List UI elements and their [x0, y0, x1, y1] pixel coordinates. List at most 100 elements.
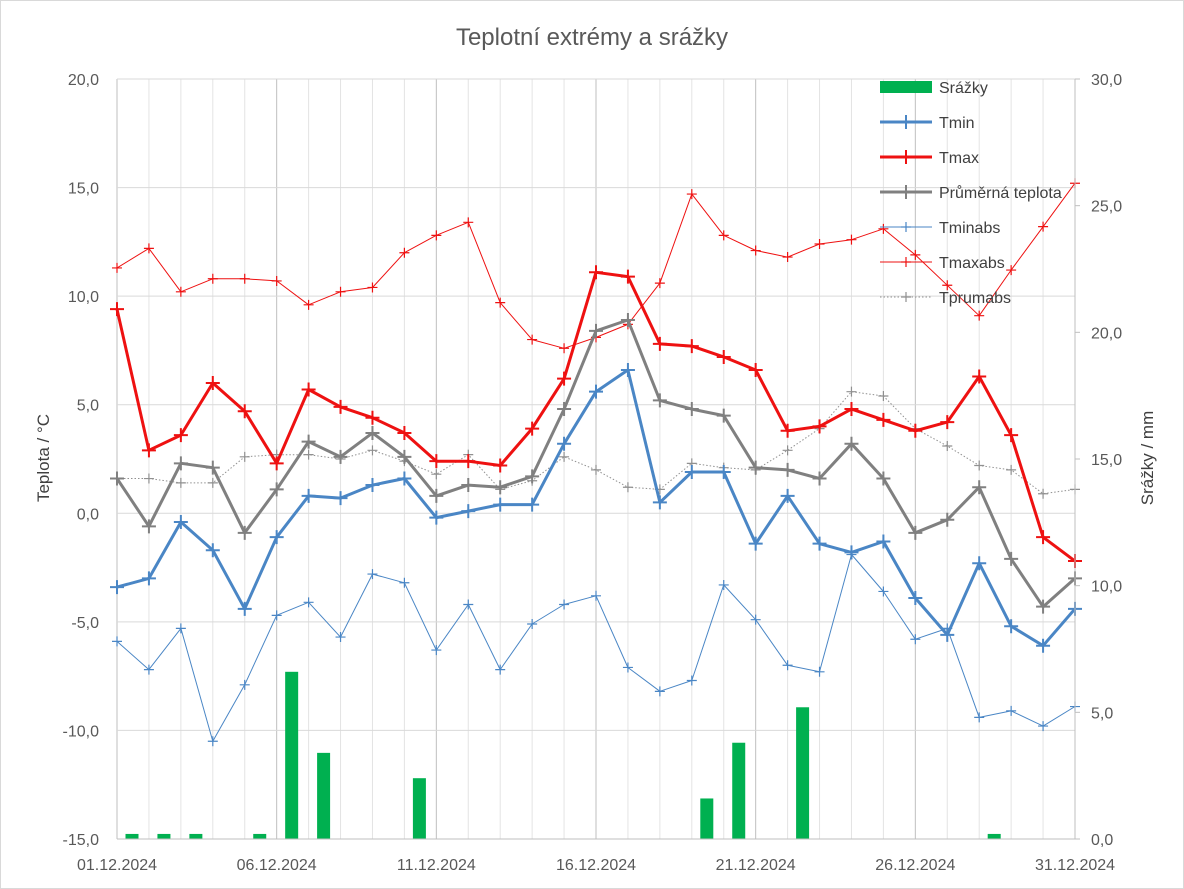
- data-point-marker: [207, 477, 218, 488]
- data-point-marker: [269, 482, 284, 497]
- data-point-marker: [431, 469, 442, 480]
- data-point-marker: [493, 458, 508, 473]
- x-tick-label: 16.12.2024: [556, 857, 636, 874]
- data-point-marker: [1038, 221, 1049, 232]
- data-point-marker: [239, 679, 250, 690]
- data-point-marker: [814, 666, 825, 677]
- data-point-marker: [748, 362, 763, 377]
- data-point-marker: [461, 454, 476, 469]
- data-point-marker: [972, 556, 987, 571]
- data-point-marker: [718, 579, 729, 590]
- data-point-marker: [844, 402, 859, 417]
- data-point-marker: [429, 510, 444, 525]
- data-point-marker: [333, 399, 348, 414]
- data-point-marker: [1006, 705, 1017, 716]
- data-point-marker: [910, 249, 921, 260]
- y2-tick-label: 15,0: [1091, 452, 1122, 469]
- data-point-marker: [239, 451, 250, 462]
- series-pr-m-rn-teplota: [110, 313, 1082, 614]
- data-point-marker: [910, 634, 921, 645]
- precipitation-bars: [125, 671, 1001, 839]
- precipitation-bar: [125, 833, 139, 839]
- data-point-marker: [716, 465, 731, 480]
- data-point-marker: [365, 478, 380, 493]
- data-point-marker: [716, 349, 731, 364]
- data-point-marker: [239, 273, 250, 284]
- data-point-marker: [846, 234, 857, 245]
- data-point-marker: [205, 543, 220, 558]
- data-point-marker: [942, 440, 953, 451]
- data-point-marker: [1006, 464, 1017, 475]
- data-point-marker: [365, 410, 380, 425]
- axes: -15,0 -10,0 -5,0 0,0 5,0 10,0 15,0 20,0 0,0 5,0 10…: [63, 72, 1123, 874]
- precipitation-bar: [285, 671, 299, 839]
- y-tick-label: 10,0: [68, 289, 99, 306]
- legend: Srážky Tmin Tmax Průměrná teplota Tminabs Tma…: [880, 80, 1062, 307]
- data-point-marker: [110, 302, 124, 317]
- series-tminabs: [112, 549, 1080, 747]
- data-point-marker: [652, 393, 667, 408]
- data-point-marker: [589, 265, 603, 280]
- data-point-marker: [908, 590, 923, 605]
- x-tick-label: 01.12.2024: [77, 857, 157, 874]
- data-point-marker: [620, 269, 635, 284]
- y-tick-label: 15,0: [68, 181, 99, 198]
- data-point-marker: [844, 545, 859, 560]
- data-point-marker: [1036, 530, 1051, 545]
- data-point-marker: [367, 282, 378, 293]
- data-point-marker: [143, 664, 154, 675]
- data-point-marker: [622, 482, 633, 493]
- data-point-marker: [652, 336, 667, 351]
- data-point-marker: [303, 597, 314, 608]
- data-point-marker: [1036, 599, 1051, 614]
- data-point-marker: [559, 451, 570, 462]
- legend-item: Tminabs: [880, 220, 1000, 237]
- x-tick-label: 26.12.2024: [875, 857, 955, 874]
- y2-tick-label: 10,0: [1091, 579, 1122, 596]
- y2-axis-title: Srážky / mm: [1138, 411, 1157, 505]
- precipitation-bar: [317, 752, 331, 839]
- legend-label: Tmin: [939, 115, 975, 132]
- data-point-marker: [589, 384, 603, 399]
- data-point-marker: [748, 460, 763, 475]
- data-point-marker: [429, 488, 444, 503]
- data-point-marker: [1004, 551, 1019, 566]
- y-tick-label: -10,0: [63, 723, 100, 740]
- data-point-marker: [974, 460, 985, 471]
- data-point-marker: [844, 436, 859, 451]
- data-point-marker: [686, 189, 697, 200]
- data-point-marker: [557, 436, 572, 451]
- data-point-marker: [1038, 721, 1049, 732]
- data-point-marker: [908, 423, 923, 438]
- data-point-marker: [1004, 619, 1019, 634]
- data-point-marker: [716, 408, 731, 423]
- legend-label: Tmaxabs: [939, 255, 1005, 272]
- data-point-marker: [397, 425, 412, 440]
- data-point-marker: [974, 712, 985, 723]
- legend-marker: [901, 222, 911, 232]
- data-point-marker: [1004, 428, 1019, 443]
- data-point-marker: [654, 686, 665, 697]
- data-point-marker: [461, 504, 476, 519]
- data-point-marker: [684, 402, 699, 417]
- data-point-marker: [591, 590, 601, 601]
- y-tick-label: 5,0: [77, 398, 99, 415]
- data-point-marker: [175, 623, 186, 634]
- data-point-marker: [972, 369, 987, 384]
- data-point-marker: [782, 252, 793, 263]
- data-point-marker: [271, 610, 282, 621]
- data-point-marker: [780, 423, 795, 438]
- y-tick-label: -15,0: [63, 832, 100, 849]
- data-point-marker: [878, 586, 889, 597]
- legend-marker: [901, 257, 911, 267]
- legend-swatch: [880, 81, 932, 93]
- precipitation-bar: [412, 778, 426, 839]
- legend-marker: [901, 292, 911, 302]
- data-point-marker: [303, 449, 314, 460]
- data-point-marker: [431, 645, 442, 656]
- data-point-marker: [175, 477, 186, 488]
- y2-tick-label: 20,0: [1091, 325, 1122, 342]
- data-point-marker: [110, 580, 124, 595]
- legend-label: Tmax: [939, 150, 979, 167]
